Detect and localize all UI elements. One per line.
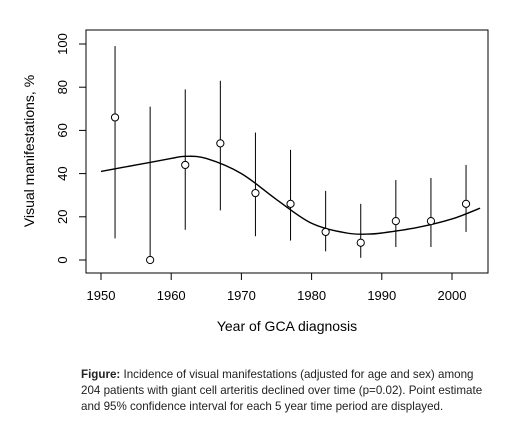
point-estimate	[216, 139, 225, 148]
point-estimate	[286, 199, 295, 208]
x-tick-label: 1950	[87, 288, 116, 303]
x-axis-title: Year of GCA diagnosis	[217, 318, 357, 334]
x-tick-label: 1970	[227, 288, 256, 303]
y-axis-title: Visual manifestations, %	[21, 75, 37, 227]
y-tick-label: 100	[55, 33, 70, 55]
point-estimate	[181, 160, 190, 170]
y-tick-label: 80	[55, 80, 70, 94]
point-estimate	[251, 188, 260, 198]
y-tick-label: 60	[55, 123, 70, 137]
point-estimate	[391, 217, 400, 226]
x-tick-label: 1990	[367, 288, 396, 303]
y-tick-label: 20	[55, 210, 70, 224]
figure-caption: Figure: Incidence of visual manifestatio…	[81, 367, 491, 415]
point-estimate	[146, 255, 155, 265]
y-tick-label: 0	[55, 256, 70, 263]
point-estimate	[356, 238, 365, 247]
x-tick-label: 1980	[297, 288, 326, 303]
y-tick-label: 40	[55, 166, 70, 180]
plot-frame	[85, 29, 489, 274]
x-axis: 1950 1960 1970 1980 1990 2000	[87, 272, 467, 303]
point-estimate	[321, 227, 330, 237]
point-estimate	[426, 217, 436, 226]
x-tick-label: 2000	[438, 288, 467, 303]
point-estimate	[110, 113, 120, 122]
trend-curve	[100, 155, 481, 235]
caption-label: Figure:	[81, 368, 121, 381]
y-axis: 0 20 40 60 80 100	[55, 33, 87, 264]
caption-text: Incidence of visual manifestations (adju…	[81, 368, 483, 413]
data-points	[110, 46, 471, 265]
point-estimate	[461, 199, 471, 208]
x-tick-label: 1960	[157, 288, 186, 303]
